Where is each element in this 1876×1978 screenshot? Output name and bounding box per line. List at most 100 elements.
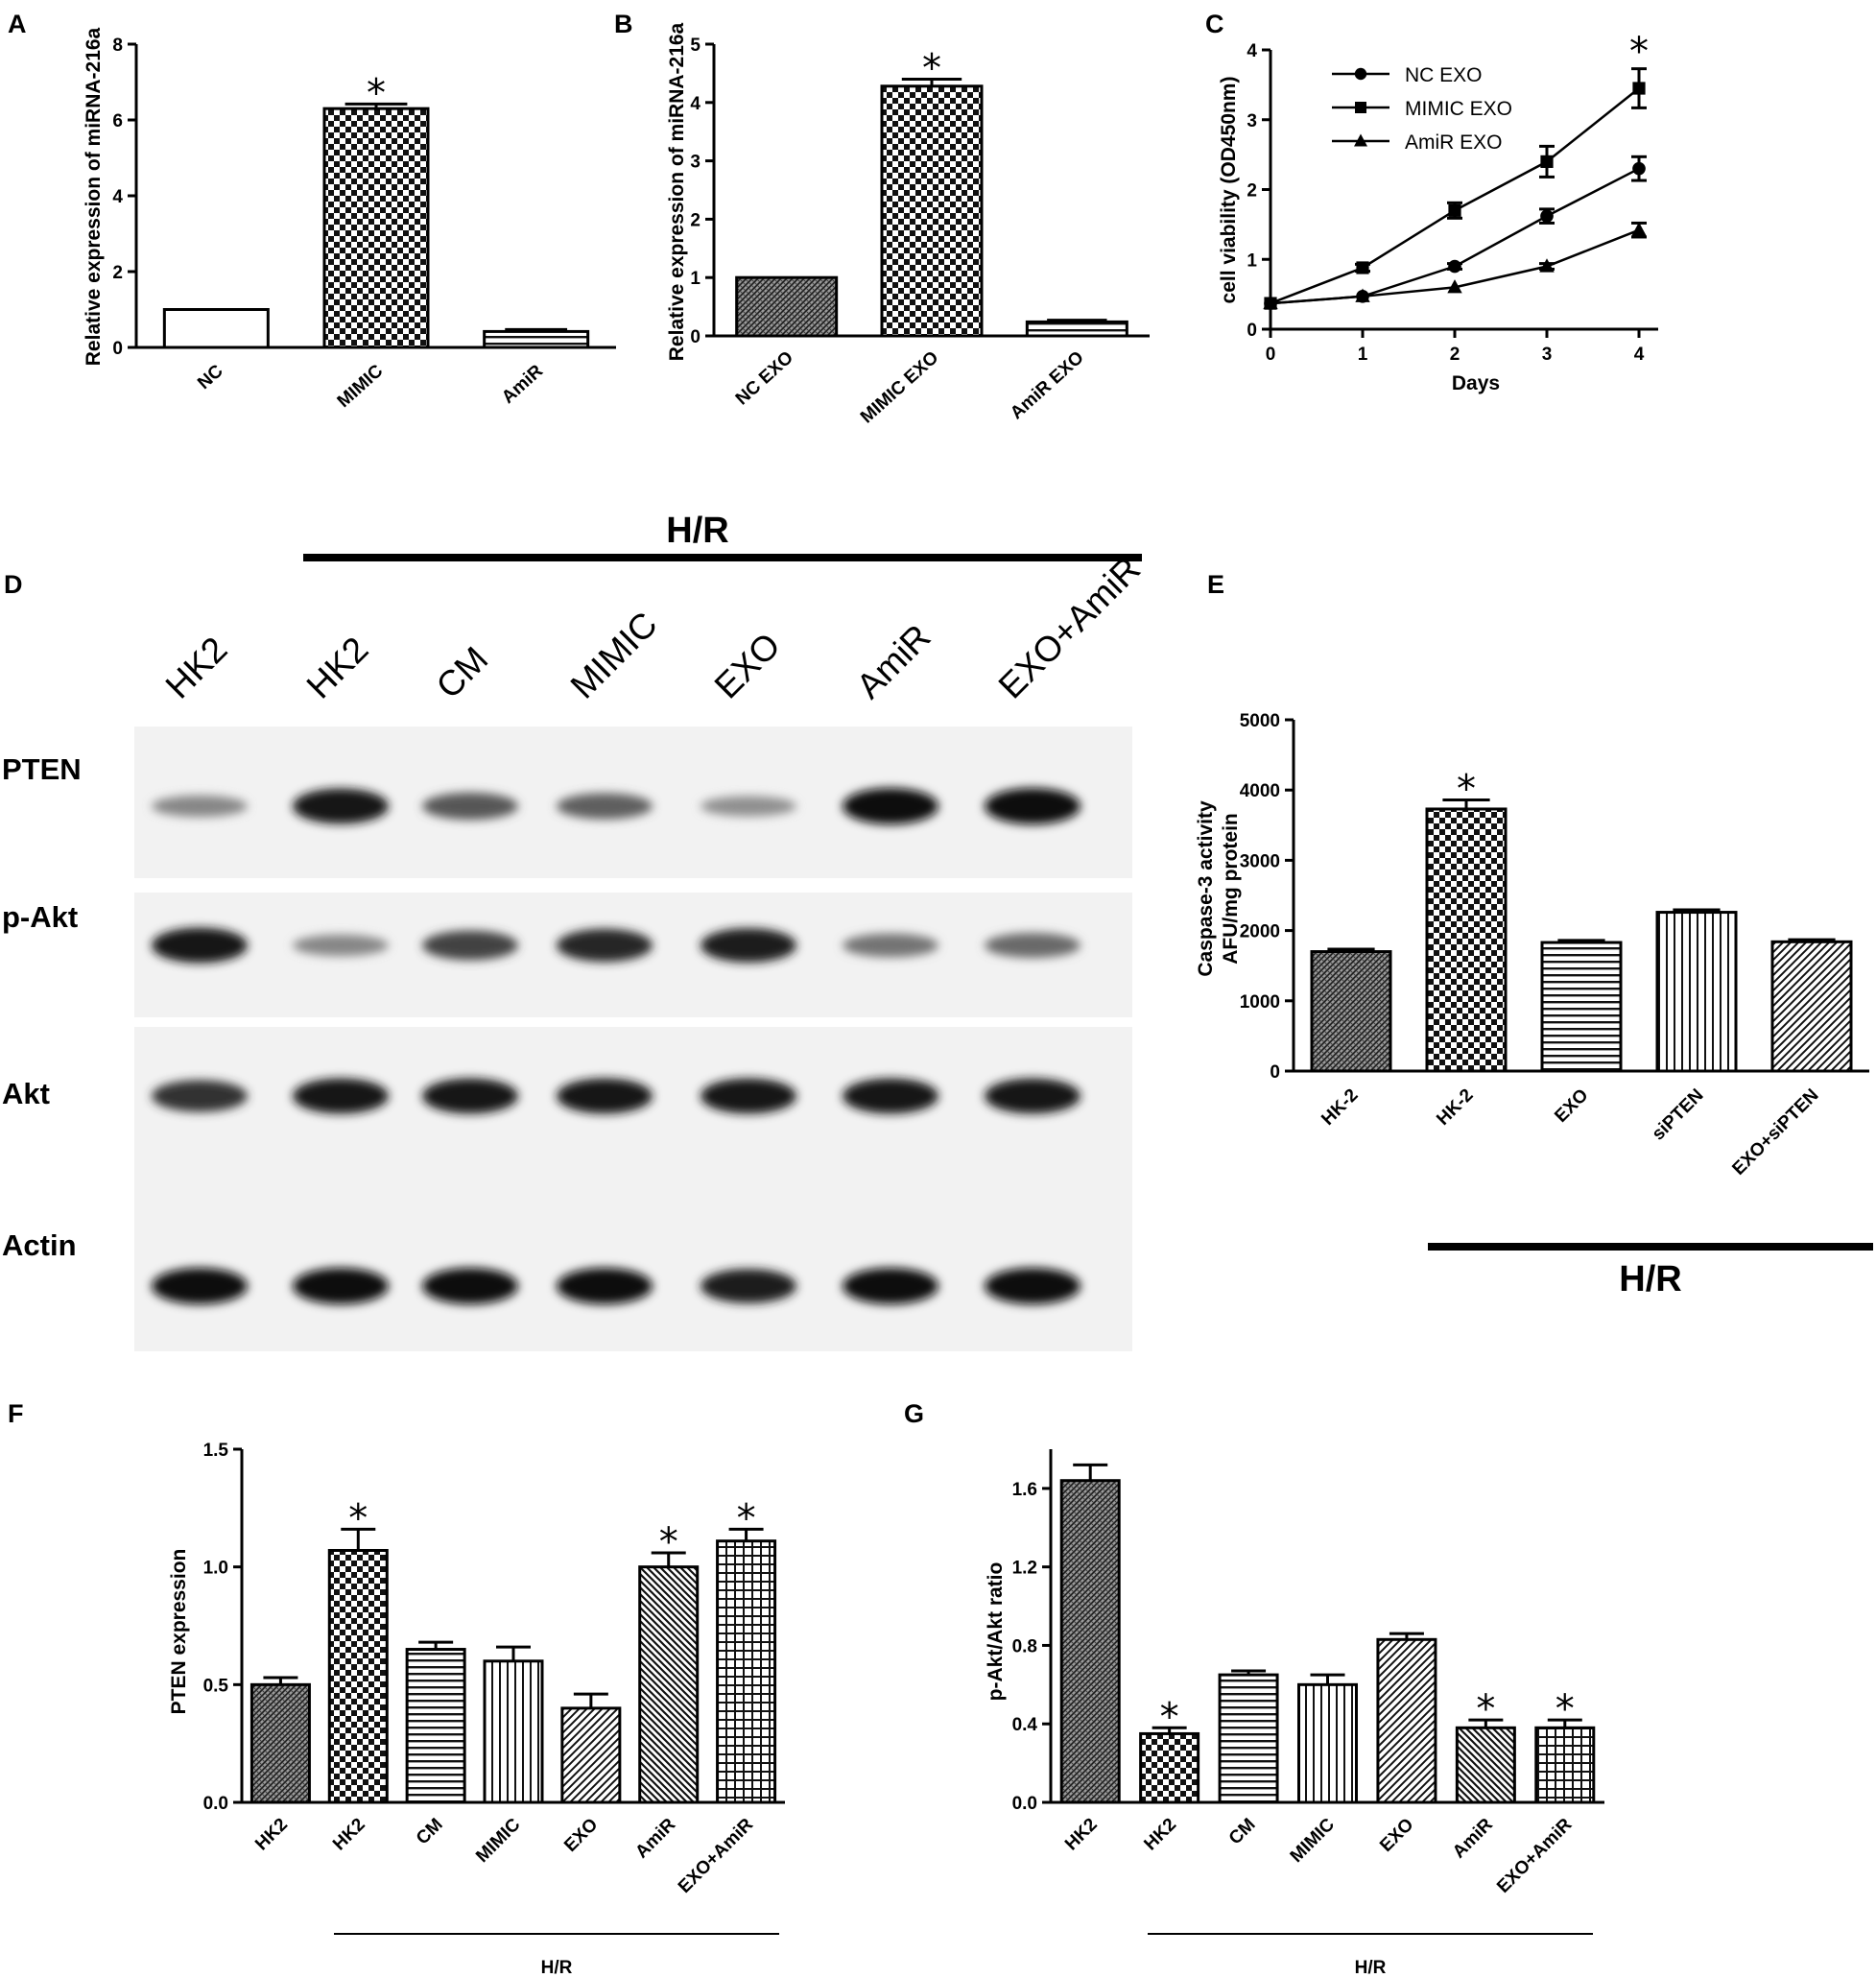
panel-letter-a: A [8, 10, 27, 38]
y-tick-label: 1000 [1240, 992, 1280, 1013]
x-tick-label: 4 [1634, 345, 1645, 365]
blot-strip [134, 1180, 1132, 1351]
y-axis-title: Relative expression of miRNA-216a [83, 27, 105, 366]
blot-band [293, 934, 389, 957]
category-label: EXO [1551, 1085, 1592, 1127]
blot-band [557, 1078, 653, 1114]
bar [322, 107, 430, 349]
group-label: H/R [1355, 1958, 1387, 1978]
lane-label: EXO+AmiR [991, 549, 1148, 705]
blot-band [985, 933, 1080, 958]
panel-letter-e: E [1207, 570, 1224, 599]
blot-row-label: Actin [2, 1228, 77, 1262]
blot-band [152, 1080, 248, 1112]
category-label: siPTEN [1649, 1085, 1708, 1145]
blot-row-label: PTEN [2, 752, 82, 786]
marker-triangle [1263, 295, 1278, 310]
bar [735, 275, 839, 338]
y-tick-label: 0 [690, 327, 701, 347]
marker-square [1356, 261, 1369, 274]
bar [716, 1539, 777, 1804]
y-tick-label: 0 [1270, 1062, 1280, 1083]
category-label: AmiR [631, 1814, 679, 1862]
blot-band [985, 1268, 1080, 1304]
y-tick-label: 0 [112, 339, 123, 359]
x-axis-title: Days [1452, 372, 1500, 394]
bar [483, 329, 590, 349]
bar [1218, 1673, 1279, 1804]
blot-band [557, 928, 653, 963]
blot-band [422, 1268, 518, 1304]
y-tick-label: 4 [112, 187, 123, 207]
chart-e: 0 1000 2000 3000 4000 5000 Caspase-3 activity A… [1195, 711, 1873, 1299]
panel-letter-b: B [614, 10, 633, 38]
category-label: MIMIC [1287, 1814, 1340, 1867]
bar [1655, 911, 1738, 1073]
lane-label: HK2 [299, 630, 376, 706]
y-axis-title: p-Akt/Akt ratio [985, 1562, 1007, 1702]
bar [327, 1548, 389, 1804]
category-label: HK2 [251, 1815, 292, 1855]
y-tick-label: 1.5 [203, 1441, 229, 1461]
bar [1425, 807, 1508, 1073]
group-label: H/R [1619, 1259, 1681, 1299]
bar [1297, 1682, 1358, 1804]
marker-circle [1632, 161, 1646, 176]
bar [1534, 1726, 1596, 1804]
y-tick-label: 5 [690, 36, 701, 56]
blot-band [843, 788, 938, 824]
blot-band [152, 795, 248, 818]
blot-band [701, 928, 796, 963]
chart-g: 0.0 0.4 0.8 1.2 1.6 p-Akt/Akt ratio HK2 * HK2 CM M… [985, 1449, 1604, 1978]
category-label: MIMIC EXO [857, 347, 942, 427]
category-label: HK-2 [1318, 1085, 1362, 1130]
y-tick-label: 4000 [1240, 781, 1280, 801]
legend-entry: NC EXO [1405, 64, 1483, 86]
group-label: H/R [541, 1958, 573, 1978]
y-axis-title: AFU/mg protein [1220, 813, 1242, 965]
y-tick-label: 1.6 [1012, 1480, 1037, 1500]
hr-label: H/R [666, 511, 728, 551]
x-tick-label: 3 [1542, 345, 1553, 365]
blot-row-label: p-Akt [2, 900, 78, 934]
blot-band [843, 1078, 938, 1114]
bar [1376, 1637, 1437, 1804]
blot-band [152, 1268, 248, 1304]
y-tick-label: 1 [1247, 250, 1257, 271]
lane-label: EXO [707, 625, 788, 705]
blot-band [701, 796, 796, 817]
y-tick-label: 1.0 [203, 1559, 228, 1579]
category-label: AmiR [498, 361, 547, 408]
significance-star: * [1160, 1695, 1179, 1739]
marker-triangle [1355, 288, 1370, 302]
chart-f: 0.0 0.5 1.0 1.5 PTEN expression HK2 * HK2 CM MIMI… [168, 1441, 785, 1978]
bar [249, 1682, 311, 1804]
y-tick-label: 3 [1247, 111, 1257, 131]
category-label: NC [194, 361, 227, 393]
blot-band [293, 1268, 389, 1304]
category-label: MIMIC [472, 1814, 525, 1867]
marker-triangle [1447, 279, 1462, 294]
blot-band [557, 1268, 653, 1304]
blot-band [985, 1078, 1080, 1114]
bar [560, 1706, 622, 1804]
bar [1059, 1479, 1121, 1804]
category-label: AmiR [1449, 1814, 1497, 1862]
y-tick-label: 4 [1247, 41, 1257, 61]
bar [1455, 1726, 1516, 1804]
y-tick-label: 1 [690, 269, 701, 289]
significance-star: * [737, 1496, 756, 1540]
marker-triangle [1539, 258, 1555, 273]
marker-square [1448, 203, 1461, 217]
category-label: AmiR EXO [1007, 347, 1088, 423]
marker-square [1355, 102, 1366, 113]
x-tick-label: 0 [1266, 345, 1276, 365]
y-tick-label: 0.0 [1012, 1794, 1037, 1814]
blot-band [422, 792, 518, 821]
x-tick-label: 1 [1358, 345, 1368, 365]
blot-band [701, 1078, 796, 1114]
bar [405, 1648, 466, 1804]
blot-band [843, 1268, 938, 1304]
marker-triangle [1631, 222, 1647, 236]
